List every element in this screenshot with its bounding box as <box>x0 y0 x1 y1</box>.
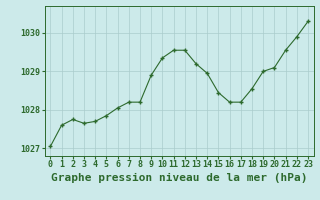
X-axis label: Graphe pression niveau de la mer (hPa): Graphe pression niveau de la mer (hPa) <box>51 173 308 183</box>
